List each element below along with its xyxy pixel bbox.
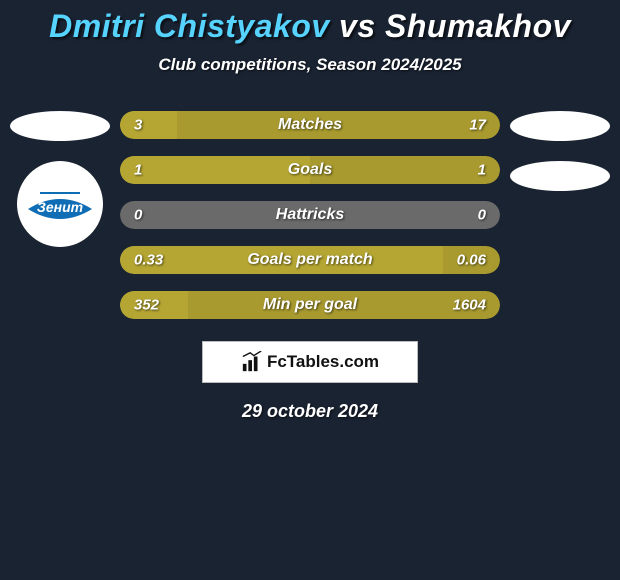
stat-value-left: 0.33 xyxy=(134,252,163,269)
brand-text: FcTables.com xyxy=(267,352,379,372)
player1-photo-placeholder xyxy=(10,111,110,141)
stats-panel: 3 17 Matches 1 1 Goals 0 0 Hattricks 0.33 0.06 Goal… xyxy=(110,111,510,319)
zenit-badge-icon: Зенит xyxy=(25,169,95,239)
stat-value-right: 0 xyxy=(478,207,486,224)
stat-value-right: 1 xyxy=(478,162,486,179)
stat-row: 0 0 Hattricks xyxy=(120,201,500,229)
stat-label: Min per goal xyxy=(263,296,357,314)
stat-value-left: 1 xyxy=(134,162,142,179)
bar-chart-icon xyxy=(241,351,263,373)
subtitle: Club competitions, Season 2024/2025 xyxy=(0,55,620,75)
stat-row: 1 1 Goals xyxy=(120,156,500,184)
player2-photo-placeholder xyxy=(510,111,610,141)
player1-name: Dmitri Chistyakov xyxy=(49,8,330,44)
left-side: Зенит xyxy=(10,111,110,319)
page-title: Dmitri Chistyakov vs Shumakhov xyxy=(0,8,620,45)
stat-bar-left xyxy=(120,156,310,184)
stat-row: 352 1604 Min per goal xyxy=(120,291,500,319)
stat-bar-left xyxy=(120,111,177,139)
right-side xyxy=(510,111,610,319)
vs-text: vs xyxy=(339,8,376,44)
stat-label: Goals per match xyxy=(247,251,372,269)
player2-club-badge-placeholder xyxy=(510,161,610,191)
date-text: 29 october 2024 xyxy=(242,401,378,422)
player2-name: Shumakhov xyxy=(385,8,571,44)
stat-label: Hattricks xyxy=(276,206,344,224)
player1-club-badge: Зенит xyxy=(17,161,103,247)
stat-value-left: 0 xyxy=(134,207,142,224)
stat-value-right: 0.06 xyxy=(457,252,486,269)
stat-label: Matches xyxy=(278,116,342,134)
stat-value-right: 1604 xyxy=(453,297,486,314)
stat-value-right: 17 xyxy=(469,117,486,134)
stat-row: 3 17 Matches xyxy=(120,111,500,139)
brand-box: FcTables.com xyxy=(202,341,418,383)
stat-label: Goals xyxy=(288,161,332,179)
stat-value-left: 352 xyxy=(134,297,159,314)
svg-text:Зенит: Зенит xyxy=(37,199,83,215)
stat-row: 0.33 0.06 Goals per match xyxy=(120,246,500,274)
stat-value-left: 3 xyxy=(134,117,142,134)
